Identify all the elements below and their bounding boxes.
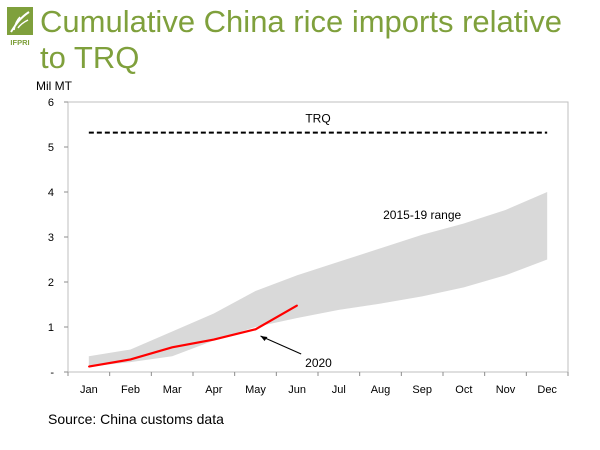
series-point [88,365,90,368]
x-tick-label: Feb [121,384,140,396]
logo-stem [10,11,30,33]
y-tick-label: 2 [48,277,54,289]
logo-leaf [13,16,21,31]
series-point [296,304,298,307]
series-point [254,328,257,331]
range-label: 2015-19 range [383,208,461,222]
x-tick-label: Aug [371,384,391,396]
y-tick-label: - [50,367,54,379]
x-tick-label: Dec [537,384,557,396]
x-tick-label: Mar [163,384,182,396]
logo-text: IFPRI [10,38,29,47]
x-tick-label: Sep [412,384,432,396]
series-line-2020 [88,304,298,368]
y-tick-label: 3 [48,232,54,244]
annotation-2020: 2020 [305,356,332,370]
y-tick-label: 4 [48,187,54,199]
ifpri-logo: IFPRI [6,6,34,48]
series-point [129,358,132,361]
x-tick-label: Oct [455,384,472,396]
x-tick-label: May [245,384,266,396]
x-tick-label: Jul [332,384,346,396]
y-tick-label: 1 [48,322,54,334]
annotation-arrow [260,335,302,355]
x-tick-label: Jan [80,384,98,396]
y-axis-label: Mil MT [36,79,73,93]
series-layer [88,304,298,368]
x-tick-label: Apr [205,384,222,396]
annotation-arrowhead [260,336,268,341]
x-tick-label: Nov [496,384,516,396]
range-band [88,192,548,367]
page-title: Cumulative China rice imports relative t… [40,4,563,75]
trq-label: TRQ [305,112,330,126]
y-tick-label: 5 [48,142,54,154]
logo-leaf-2 [17,19,29,29]
range-layer [88,192,548,367]
label-layer: Mil MT TRQ 2015-19 range 2020 [36,79,462,370]
series-point [213,338,215,341]
y-tick-label: 6 [48,97,54,109]
axis-layer: - 1 2 3 4 5 6 Jan Feb Mar Apr May Jun Jul Aug Sep Oct Nov… [48,97,569,396]
x-tick-label: Jun [288,384,306,396]
source-note: Source: China customs data [48,411,224,427]
series-point [171,346,173,349]
